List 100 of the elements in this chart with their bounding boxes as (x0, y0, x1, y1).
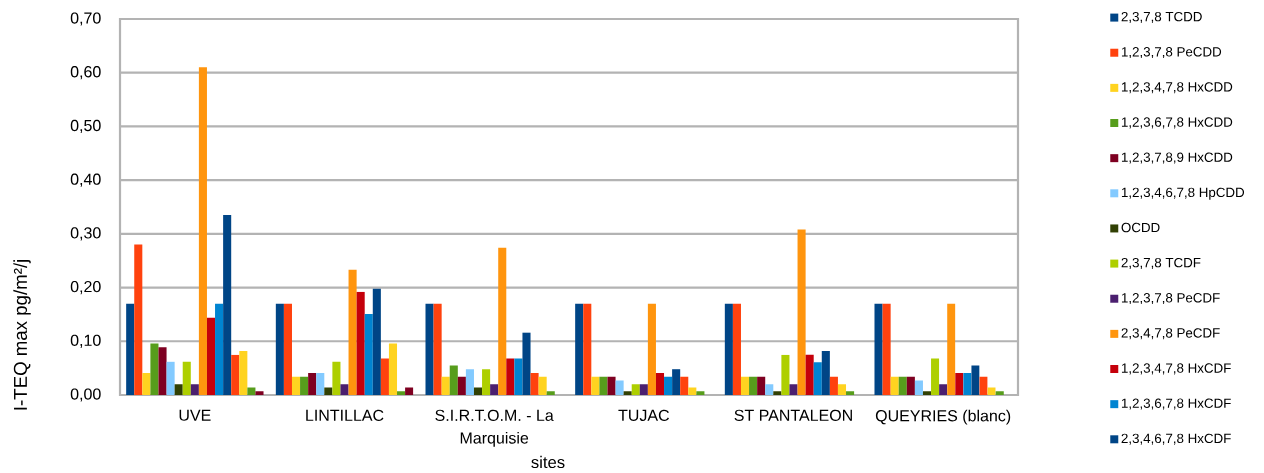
bar (837, 384, 847, 395)
bar (813, 362, 822, 395)
bar (158, 347, 167, 395)
y-tick-label: 0,50 (70, 119, 101, 134)
legend-label: 1,2,3,7,8 PeCDD (1121, 47, 1222, 59)
bar (283, 303, 292, 395)
bar (931, 358, 940, 395)
bar (150, 343, 159, 395)
bar (607, 376, 616, 395)
bar (506, 358, 515, 395)
bar (255, 391, 264, 395)
bar (340, 384, 349, 395)
y-tick-label: 0,30 (70, 227, 101, 241)
bar (749, 376, 758, 395)
bar (182, 361, 191, 395)
bar (647, 303, 656, 395)
bar (821, 350, 830, 395)
bar (198, 67, 207, 395)
bar (874, 303, 883, 395)
bar (639, 384, 648, 395)
bar (142, 372, 151, 395)
bar (397, 391, 406, 395)
bar (465, 369, 474, 395)
bar (530, 372, 539, 395)
bar (372, 288, 381, 395)
x-tick-label: S.I.R.T.O.M. - La Marquisie (435, 409, 554, 447)
bar (688, 387, 697, 395)
bar (995, 391, 1004, 395)
bar (672, 369, 681, 395)
bar (316, 372, 325, 395)
y-tick-label: 0,10 (70, 334, 101, 348)
bar (882, 303, 891, 395)
bar (781, 354, 790, 395)
bar (773, 391, 782, 395)
y-tick-label: 0,70 (70, 12, 101, 26)
bar (275, 303, 284, 395)
bar (947, 303, 956, 395)
bar (514, 358, 523, 395)
bar (732, 303, 741, 395)
bar (364, 313, 373, 395)
y-tick-label: 0,00 (70, 388, 101, 402)
bar (308, 372, 317, 395)
x-tick-label: QUEYRIES (blanc) (875, 409, 1011, 425)
bar (332, 361, 341, 395)
bar (247, 387, 256, 395)
bar (223, 215, 232, 395)
y-tick-label: 0,20 (70, 280, 101, 295)
legend-label: 1,2,3,6,7,8 HxCDF (1121, 398, 1231, 410)
legend-label: 1,2,3,4,7,8 HxCDF (1121, 363, 1231, 375)
bar (324, 387, 333, 395)
bar (914, 380, 923, 395)
bar (405, 387, 414, 395)
bar (797, 229, 806, 395)
bar (805, 354, 814, 395)
bar (457, 376, 466, 395)
bar (231, 354, 240, 395)
bar (546, 391, 555, 395)
legend-label: 1,2,3,6,7,8 HxCDD (1121, 117, 1233, 129)
bar (939, 384, 948, 395)
bar (846, 391, 855, 395)
bar (388, 343, 398, 395)
bar (433, 303, 442, 395)
bar (963, 372, 972, 395)
bar (126, 303, 135, 395)
bar (890, 376, 899, 395)
legend-label: 2,3,7,8 TCDF (1121, 257, 1201, 269)
bar (765, 384, 774, 395)
bar (134, 244, 143, 395)
bar (599, 376, 608, 395)
x-tick-label: LINTILLAC (306, 409, 384, 422)
bar (664, 376, 673, 395)
legend-label: 2,3,7,8 TCDD (1121, 11, 1202, 23)
bar (680, 376, 689, 395)
legend-label: 1,2,3,7,8,9 HxCDD (1121, 152, 1233, 164)
bar (166, 361, 175, 395)
bar (482, 369, 491, 395)
y-tick-label: 0,60 (70, 66, 101, 80)
legend-label: OCDD (1121, 222, 1160, 233)
bar (215, 303, 224, 395)
bar (356, 291, 365, 395)
bar (724, 303, 733, 395)
bar (829, 376, 838, 395)
bar (955, 372, 964, 395)
legend-label: 1,2,3,4,6,7,8 HpCDD (1121, 187, 1245, 200)
bar (789, 384, 798, 395)
legend-label: 1,2,3,7,8 PeCDF (1121, 293, 1220, 305)
bar (425, 303, 434, 395)
bar (971, 365, 980, 395)
legend-label: 2,3,4,7,8 PeCDF (1121, 328, 1220, 340)
bar (449, 365, 458, 395)
bar (623, 391, 632, 395)
y-tick-label: 0,40 (70, 173, 101, 187)
bar (655, 372, 665, 395)
bar (300, 376, 309, 395)
legend-label: 2,3,4,6,7,8 HxCDF (1121, 433, 1231, 445)
bar (380, 358, 389, 395)
bar (498, 247, 507, 395)
bar (575, 303, 584, 395)
legend-label: 1,2,3,4,7,8 HxCDD (1121, 82, 1233, 94)
bar (473, 387, 483, 395)
